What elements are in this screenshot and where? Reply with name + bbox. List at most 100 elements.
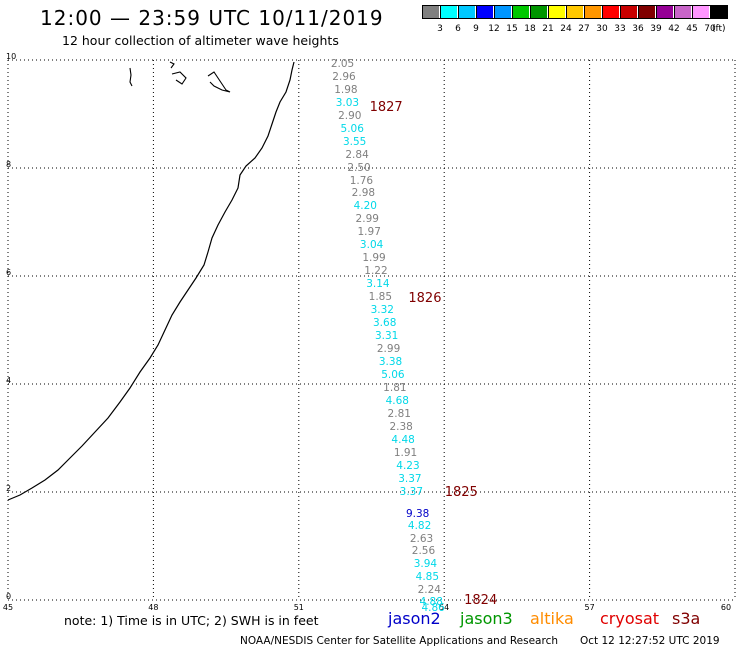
satellite-legend-jason3: jason3 (460, 609, 513, 628)
satellite-legend-cryosat: cryosat (600, 609, 660, 628)
wave-height-value: 2.96 (332, 71, 356, 84)
wave-height-value: 2.98 (351, 187, 376, 200)
wave-height-value: 3.37 (398, 472, 422, 485)
colorbar-swatch (584, 5, 601, 19)
wave-height-value: 1.22 (364, 265, 388, 278)
wave-height-value: 3.32 (370, 304, 394, 317)
colorbar-label: 36 (632, 24, 644, 34)
credit-text: NOAA/NESDIS Center for Satellite Applica… (240, 635, 558, 647)
colorbar-swatch (674, 5, 691, 19)
wave-height-value: 4.88 (419, 595, 443, 608)
satellite-legend-jason2: jason2 (388, 609, 441, 628)
colorbar-swatch (494, 5, 511, 19)
page-title: 12:00 — 23:59 UTC 10/11/2019 (40, 6, 384, 30)
latitude-tick-label: 4 (6, 376, 12, 385)
wave-height-value: 3.14 (366, 278, 390, 291)
colorbar-label: 12 (488, 24, 500, 34)
latitude-tick-label: 2 (6, 484, 12, 493)
colorbar-swatch (548, 5, 565, 19)
colorbar-label: 70 (704, 24, 716, 34)
wave-height-value: 3.03 (335, 97, 360, 110)
wave-height-value: 3.55 (342, 136, 367, 149)
latitude-tick-label: 10 (6, 52, 17, 61)
longitude-tick-label: 51 (293, 603, 304, 612)
generated-timestamp: Oct 12 12:27:52 UTC 2019 (580, 635, 720, 647)
colorbar-swatch (692, 5, 709, 19)
island-outline (207, 71, 231, 93)
colorbar-swatch (620, 5, 637, 19)
wave-height-value: 4.20 (353, 200, 377, 213)
colorbar-swatch (512, 5, 529, 19)
colorbar-swatch (566, 5, 583, 19)
wave-height-value: 2.81 (387, 407, 411, 420)
wave-height-value: 2.84 (345, 149, 369, 162)
colorbar-swatch (458, 5, 475, 19)
wave-height-value: 4.23 (396, 459, 420, 472)
colorbar-swatch (638, 5, 655, 19)
island-outline (169, 61, 175, 69)
wave-height-value: 4.86 (421, 602, 445, 615)
colorbar-label: 3 (437, 24, 443, 34)
pass-number-label: 1824 (464, 592, 498, 608)
longitude-tick-label: 54 (439, 603, 450, 612)
page-subtitle: 12 hour collection of altimeter wave hei… (62, 33, 339, 48)
colorbar-swatch (440, 5, 457, 19)
satellite-legend-s3a: s3a (672, 609, 701, 628)
wave-height-value: 3.68 (373, 317, 397, 330)
pass-number-label: 1826 (408, 291, 442, 307)
colorbar-label: 21 (542, 24, 554, 34)
colorbar-label: 15 (506, 24, 518, 34)
colorbar-label: 30 (596, 24, 608, 34)
wave-height-value: 3.04 (359, 239, 384, 252)
wave-height-value: 2.90 (338, 110, 362, 123)
colorbar-label: 6 (455, 24, 461, 34)
wave-height-value: 1.85 (368, 291, 393, 304)
satellite-legend-altika: altika (530, 609, 574, 628)
island-outline (129, 67, 133, 87)
island-outline (171, 71, 187, 85)
wave-height-value: 2.38 (389, 420, 413, 433)
colorbar-swatch (710, 5, 727, 19)
wave-height-value: 2.63 (409, 532, 434, 545)
colorbar-unit: (ft) (712, 24, 726, 34)
coastline-path (7, 61, 295, 501)
colorbar-swatch (476, 5, 493, 19)
colorbar-label: 45 (686, 24, 698, 34)
lat-lon-grid (7, 59, 736, 601)
wave-height-value: 2.24 (417, 583, 441, 596)
pass-number-label: 1825 (444, 485, 478, 501)
wave-height-value: 2.50 (347, 161, 371, 174)
colorbar-label: 18 (524, 24, 536, 34)
longitude-tick-label: 60 (720, 603, 732, 612)
wave-height-value: 4.68 (385, 394, 409, 407)
wave-height-value: 2.56 (411, 545, 436, 558)
longitude-tick-label: 57 (584, 603, 595, 612)
wave-height-value: 4.48 (391, 433, 415, 446)
colorbar-swatch (530, 5, 547, 19)
latitude-tick-label: 0 (6, 592, 12, 601)
colorbar-swatch (656, 5, 673, 19)
wave-height-value: 1.81 (383, 381, 407, 394)
colorbar-label: 27 (578, 24, 590, 34)
coastline (7, 61, 295, 501)
longitude-tick-label: 45 (2, 603, 14, 612)
wave-height-value: 2.99 (355, 213, 379, 226)
wave-height-value: 4.82 (407, 520, 432, 533)
colorbar-label: 33 (614, 24, 626, 34)
wave-height-value: 3.31 (374, 330, 399, 343)
legend-note: note: 1) Time is in UTC; 2) SWH is in fe… (64, 613, 319, 628)
colorbar-swatch (602, 5, 619, 19)
wave-height-value: 4.85 (415, 570, 440, 583)
wave-height-value: 1.98 (334, 84, 358, 97)
wave-height-value: 2.05 (330, 58, 355, 71)
colorbar-label: 24 (560, 24, 572, 34)
latitude-tick-label: 8 (6, 160, 12, 169)
colorbar-label: 9 (473, 24, 479, 34)
longitude-tick-label: 48 (148, 603, 159, 612)
wave-height-value: 1.99 (362, 252, 386, 265)
colorbar-label: 39 (650, 24, 662, 34)
latitude-tick-label: 6 (6, 268, 12, 277)
pass-number-label: 1827 (369, 99, 403, 115)
wave-height-value: 2.99 (376, 342, 401, 355)
